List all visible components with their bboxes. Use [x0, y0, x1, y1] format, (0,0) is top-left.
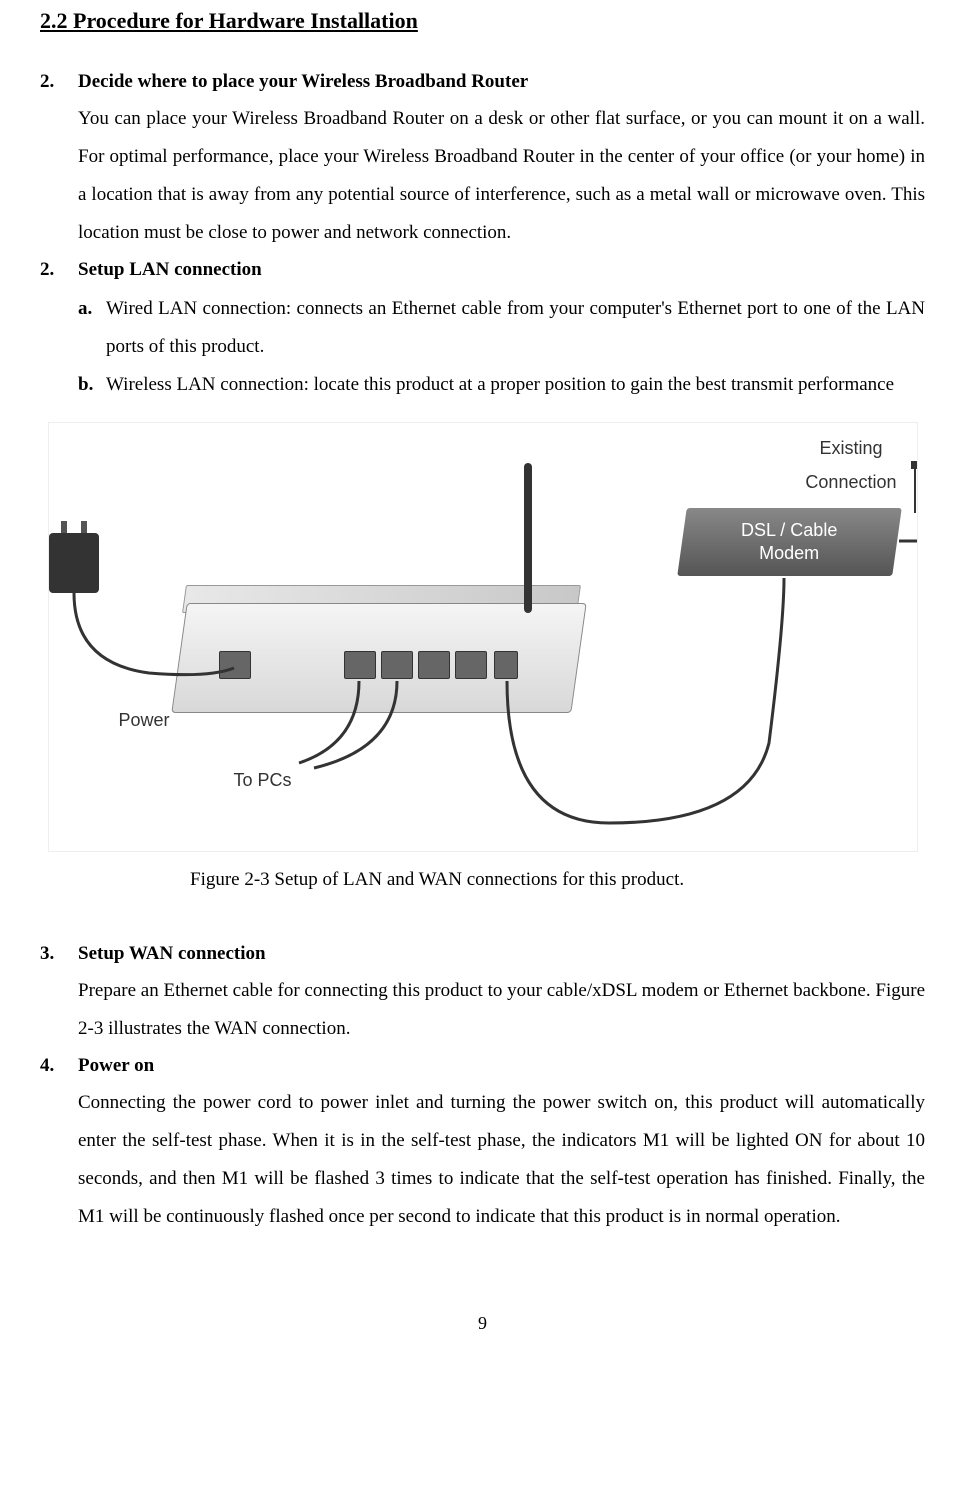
- item-title: Setup WAN connection: [78, 936, 925, 972]
- item-body: You can place your Wireless Broadband Ro…: [78, 100, 925, 252]
- list-item-4: 4. Power on Connecting the power cord to…: [40, 1048, 925, 1236]
- list-item-2: 2. Setup LAN connection a. Wired LAN con…: [40, 252, 925, 404]
- item-title: Setup LAN connection: [78, 252, 925, 288]
- sub-item-a: a. Wired LAN connection: connects an Eth…: [78, 290, 925, 366]
- modem-icon: DSL / Cable Modem: [677, 508, 902, 576]
- section-title: 2.2 Procedure for Hardware Installation: [40, 0, 925, 42]
- antenna-icon: [524, 463, 532, 613]
- figure-diagram: Existing Connection DSL / Cable Modem: [40, 422, 925, 852]
- ethernet-port-icon: [418, 651, 450, 679]
- list-item-3: 3. Setup WAN connection Prepare an Ether…: [40, 936, 925, 1048]
- item-number: 2.: [40, 64, 78, 252]
- modem-label: DSL / Cable Modem: [741, 519, 837, 566]
- item-number: 2.: [40, 252, 78, 404]
- sub-item-b: b. Wireless LAN connection: locate this …: [78, 366, 925, 404]
- list-item-1: 2. Decide where to place your Wireless B…: [40, 64, 925, 252]
- item-body: Connecting the power cord to power inlet…: [78, 1084, 925, 1236]
- wan-port-icon: [494, 651, 518, 679]
- item-title: Decide where to place your Wireless Broa…: [78, 64, 925, 100]
- ethernet-port-icon: [219, 651, 251, 679]
- item-number: 4.: [40, 1048, 78, 1236]
- sub-text: Wired LAN connection: connects an Ethern…: [106, 290, 925, 366]
- sub-label: b.: [78, 366, 106, 404]
- ethernet-port-icon: [344, 651, 376, 679]
- item-number: 3.: [40, 936, 78, 1048]
- power-plug-icon: [49, 533, 99, 593]
- sub-label: a.: [78, 290, 106, 366]
- label-to-pcs: To PCs: [234, 763, 292, 797]
- figure-caption: Figure 2-3 Setup of LAN and WAN connecti…: [130, 862, 925, 898]
- item-title: Power on: [78, 1048, 925, 1084]
- sub-text: Wireless LAN connection: locate this pro…: [106, 366, 925, 404]
- label-power: Power: [119, 703, 170, 737]
- label-existing-connection: Existing Connection: [805, 431, 896, 499]
- item-body: Prepare an Ethernet cable for connecting…: [78, 972, 925, 1048]
- ethernet-port-icon: [381, 651, 413, 679]
- page-number: 9: [40, 1306, 925, 1370]
- ethernet-port-icon: [455, 651, 487, 679]
